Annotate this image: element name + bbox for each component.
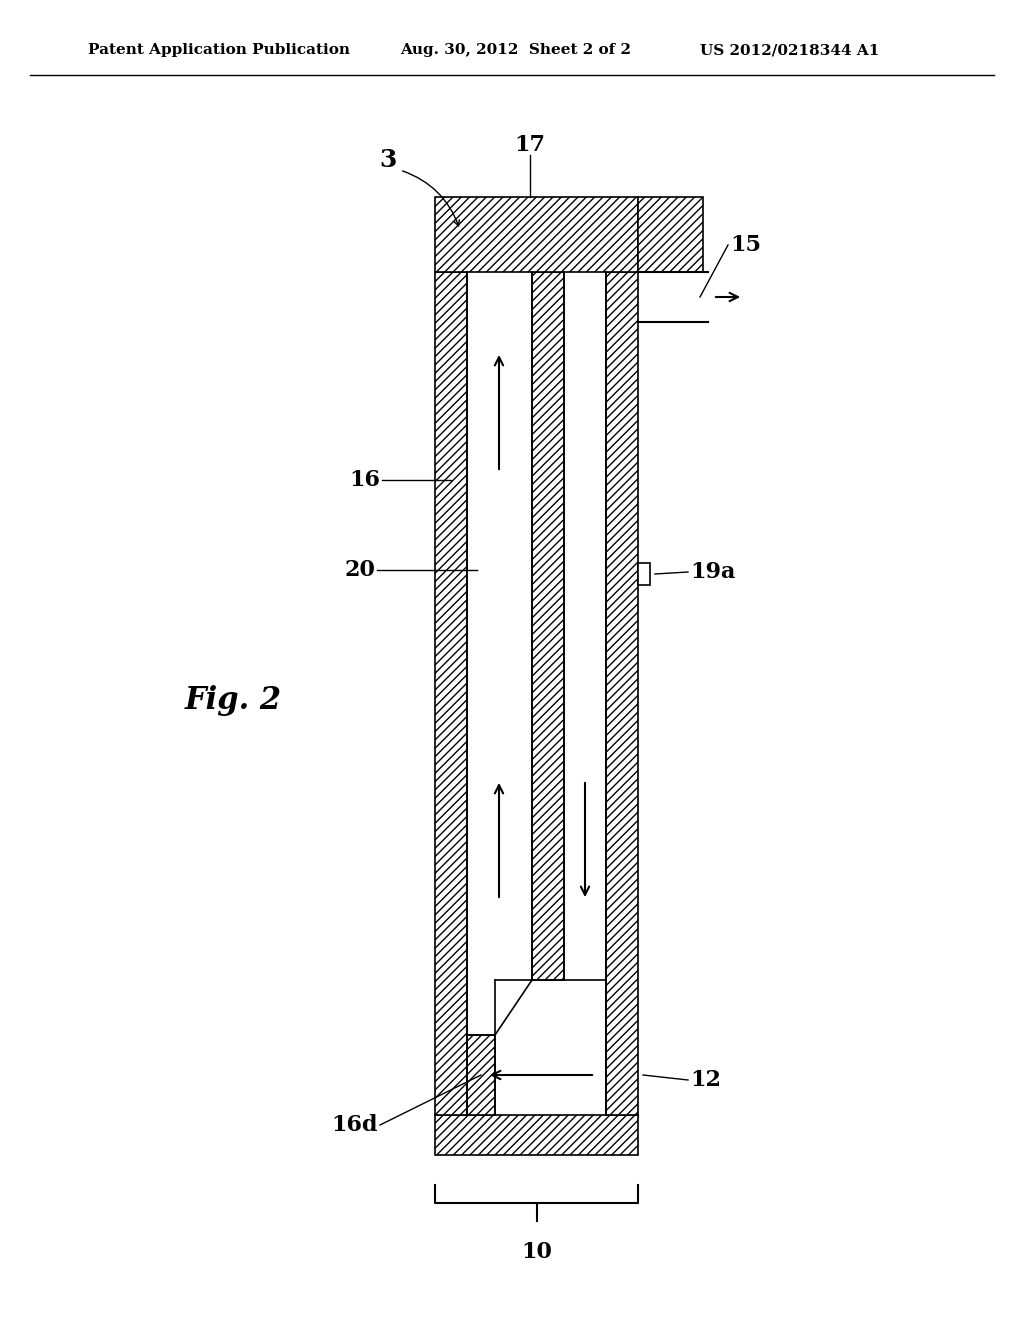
Text: 19a: 19a bbox=[690, 561, 735, 583]
Text: 15: 15 bbox=[730, 234, 761, 256]
Bar bbox=[435, 272, 467, 1115]
Bar bbox=[467, 1035, 495, 1115]
Text: US 2012/0218344 A1: US 2012/0218344 A1 bbox=[700, 44, 880, 57]
Bar bbox=[638, 197, 703, 272]
Bar bbox=[606, 272, 638, 1115]
Text: 16: 16 bbox=[349, 469, 380, 491]
Bar bbox=[638, 564, 650, 585]
Text: 10: 10 bbox=[521, 1241, 552, 1263]
Bar bbox=[532, 272, 564, 979]
Text: 17: 17 bbox=[514, 135, 546, 156]
FancyArrowPatch shape bbox=[402, 170, 460, 226]
Text: 12: 12 bbox=[690, 1069, 721, 1092]
Text: 16d: 16d bbox=[332, 1114, 378, 1137]
Bar bbox=[435, 197, 638, 272]
Bar bbox=[435, 1115, 638, 1155]
Text: Patent Application Publication: Patent Application Publication bbox=[88, 44, 350, 57]
Text: Fig. 2: Fig. 2 bbox=[185, 685, 283, 715]
Text: 3: 3 bbox=[379, 148, 396, 172]
Text: 20: 20 bbox=[344, 558, 375, 581]
Text: Aug. 30, 2012  Sheet 2 of 2: Aug. 30, 2012 Sheet 2 of 2 bbox=[400, 44, 631, 57]
